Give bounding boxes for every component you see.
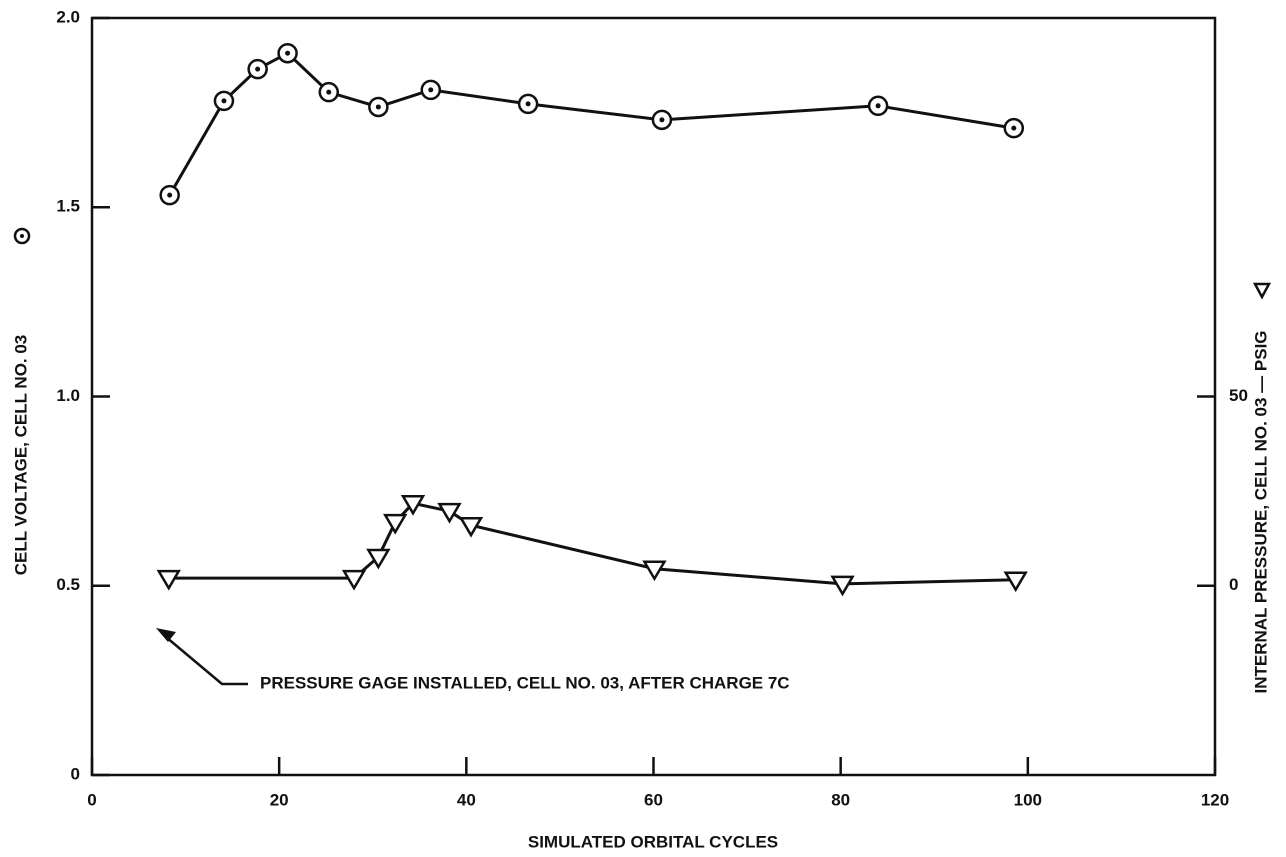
point-dot (1011, 125, 1017, 131)
data-point (156, 569, 181, 591)
data-point (437, 502, 462, 524)
x-tick-label: 120 (1201, 790, 1229, 809)
x-tick-label: 40 (457, 790, 476, 809)
x-tick-label: 0 (87, 790, 96, 809)
y2-axis-label: INTERNAL PRESSURE, CELL NO. 03 — PSIG (1251, 330, 1270, 693)
x-tick-label: 60 (644, 790, 663, 809)
data-point (830, 575, 855, 597)
x-tick-label: 20 (270, 790, 289, 809)
point-dot (255, 66, 261, 72)
data-point (642, 560, 667, 582)
point-dot (167, 192, 173, 198)
y-tick-label: 1.5 (56, 197, 80, 216)
data-point (341, 569, 367, 591)
y-axis-label: CELL VOLTAGE, CELL NO. 03 (11, 335, 30, 576)
series-line (168, 51, 1015, 196)
series-line (168, 501, 1016, 586)
y-tick-label: 0 (71, 764, 80, 783)
data-point (1003, 571, 1028, 593)
plot-frame (90, 16, 1217, 777)
point-dot (375, 104, 381, 110)
x-tick-label: 100 (1014, 790, 1042, 809)
annotation: PRESSURE GAGE INSTALLED, CELL NO. 03, AF… (260, 673, 790, 692)
point-dot (428, 87, 434, 93)
annotation-arrow (165, 636, 248, 686)
x-axis-label: SIMULATED ORBITAL CYCLES (528, 832, 778, 851)
point-dot (285, 50, 291, 56)
point-dot (221, 98, 227, 104)
data-point (383, 513, 408, 535)
y-tick-label: 1.0 (56, 386, 80, 405)
y-axis-symbol (13, 227, 31, 245)
arrow-head (156, 628, 176, 642)
point-dot (326, 89, 332, 95)
y-tick-label: 2.0 (56, 7, 80, 26)
y2-axis-symbol (1252, 282, 1272, 300)
point-dot (659, 117, 665, 123)
data-point (400, 494, 426, 516)
y2-tick-label: 50 (1229, 386, 1248, 405)
y2-tick-label: 0 (1229, 575, 1238, 594)
y-tick-label: 0.5 (56, 575, 80, 594)
data-point (458, 516, 484, 538)
point-dot (525, 101, 531, 107)
x-tick-label: 80 (831, 790, 850, 809)
point-dot (875, 103, 881, 109)
data-point (366, 548, 391, 570)
